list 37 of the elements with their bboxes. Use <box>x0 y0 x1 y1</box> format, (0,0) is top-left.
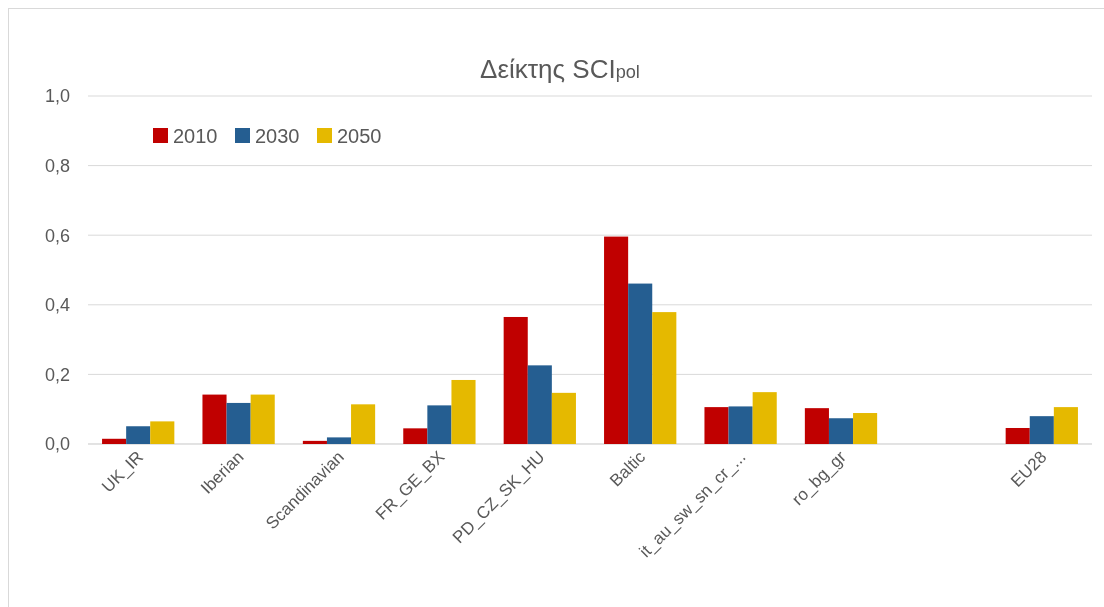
bar <box>1053 407 1078 444</box>
bar <box>403 428 428 444</box>
bar <box>752 392 777 444</box>
legend-label: 2010 <box>173 125 218 147</box>
bar <box>102 438 127 444</box>
y-tick-label: 0,6 <box>44 225 70 246</box>
y-tick-label: 1,0 <box>44 86 70 107</box>
bar <box>202 394 227 444</box>
bar <box>551 392 576 444</box>
bar <box>704 407 729 444</box>
chart-title: Δείκτης SCIpol <box>480 54 640 84</box>
bar <box>326 437 352 444</box>
bar <box>853 413 878 444</box>
bar <box>351 404 376 444</box>
bar <box>250 394 275 444</box>
bar <box>1029 416 1054 444</box>
bar <box>728 406 753 444</box>
bar <box>427 405 452 444</box>
legend-label: 2030 <box>255 125 300 147</box>
y-tick-label: 0,2 <box>44 364 70 385</box>
bar <box>1005 427 1030 444</box>
bar <box>652 312 677 444</box>
bar <box>804 408 829 444</box>
bar <box>451 379 476 444</box>
bar <box>503 316 528 444</box>
bar <box>828 418 854 444</box>
bar <box>226 402 251 444</box>
bar <box>126 426 151 444</box>
y-tick-label: 0,8 <box>44 155 70 176</box>
legend-label: 2050 <box>337 125 382 147</box>
bar <box>302 440 327 444</box>
bar <box>150 421 175 444</box>
bar <box>628 283 653 444</box>
bar <box>527 365 552 444</box>
bar <box>604 236 629 444</box>
y-tick-label: 0,0 <box>44 434 70 455</box>
y-tick-label: 0,4 <box>44 295 70 316</box>
